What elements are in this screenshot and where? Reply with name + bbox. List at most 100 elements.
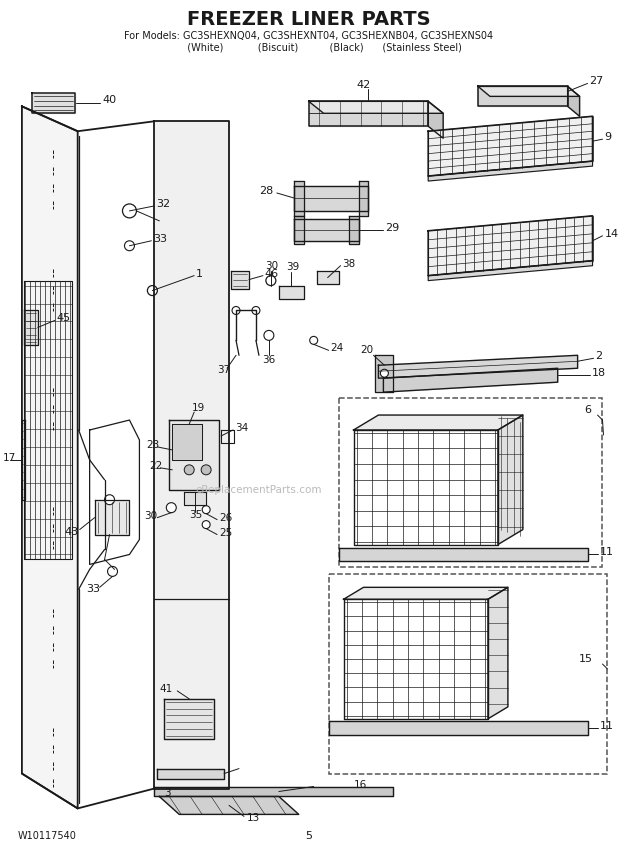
Text: 13: 13	[247, 813, 260, 823]
Polygon shape	[428, 261, 593, 281]
Circle shape	[125, 241, 135, 251]
Circle shape	[148, 286, 157, 295]
Text: 11: 11	[600, 721, 614, 731]
Text: FREEZER LINER PARTS: FREEZER LINER PARTS	[187, 10, 430, 29]
Text: 15: 15	[578, 654, 593, 664]
Circle shape	[202, 506, 210, 514]
Text: 35: 35	[189, 509, 203, 520]
Polygon shape	[169, 420, 219, 490]
Text: 27: 27	[590, 76, 604, 86]
Polygon shape	[24, 311, 38, 345]
Polygon shape	[478, 86, 568, 106]
Text: 14: 14	[604, 229, 619, 239]
Text: 34: 34	[235, 423, 248, 433]
Text: (White)           (Biscuit)          (Black)      (Stainless Steel): (White) (Biscuit) (Black) (Stainless Ste…	[156, 43, 462, 52]
Text: eReplacementParts.com: eReplacementParts.com	[196, 484, 322, 495]
Polygon shape	[154, 787, 393, 796]
Circle shape	[264, 330, 274, 341]
Text: 24: 24	[330, 343, 344, 354]
Polygon shape	[294, 186, 368, 211]
Circle shape	[184, 465, 194, 475]
Text: 19: 19	[192, 403, 205, 413]
Text: 1: 1	[196, 269, 203, 279]
Text: 11: 11	[600, 548, 614, 557]
Circle shape	[381, 369, 388, 377]
Polygon shape	[164, 698, 214, 739]
Text: For Models: GC3SHEXNQ04, GC3SHEXNT04, GC3SHEXNB04, GC3SHEXNS04: For Models: GC3SHEXNQ04, GC3SHEXNT04, GC…	[124, 31, 494, 40]
Text: 26: 26	[219, 513, 232, 523]
Text: W10117540: W10117540	[18, 831, 77, 841]
Polygon shape	[358, 181, 368, 216]
Text: 33: 33	[87, 585, 100, 594]
Text: 30: 30	[265, 261, 278, 270]
Text: 29: 29	[386, 223, 400, 233]
Text: 33: 33	[153, 234, 167, 244]
Polygon shape	[279, 286, 304, 299]
Circle shape	[123, 204, 136, 218]
Circle shape	[202, 520, 210, 529]
Circle shape	[107, 567, 118, 576]
Polygon shape	[154, 122, 229, 788]
Circle shape	[266, 276, 276, 286]
Circle shape	[201, 465, 211, 475]
Circle shape	[252, 306, 260, 314]
Text: 22: 22	[149, 461, 162, 471]
Text: 20: 20	[360, 345, 374, 355]
Text: 32: 32	[156, 199, 171, 209]
Polygon shape	[428, 101, 443, 138]
Text: 38: 38	[343, 259, 356, 269]
Circle shape	[166, 502, 176, 513]
Text: 43: 43	[64, 526, 79, 537]
Polygon shape	[428, 161, 593, 181]
Text: 42: 42	[356, 80, 371, 91]
Text: 37: 37	[217, 366, 231, 375]
Polygon shape	[317, 270, 339, 283]
Polygon shape	[294, 216, 304, 244]
Polygon shape	[172, 424, 202, 460]
Text: 9: 9	[604, 132, 611, 142]
Circle shape	[232, 306, 240, 314]
Polygon shape	[376, 355, 393, 392]
Polygon shape	[231, 270, 249, 288]
Polygon shape	[428, 216, 593, 276]
Polygon shape	[157, 769, 224, 779]
Polygon shape	[348, 216, 358, 244]
Polygon shape	[343, 587, 508, 599]
Polygon shape	[294, 219, 358, 241]
Text: 39: 39	[286, 262, 299, 271]
Text: 2: 2	[596, 351, 603, 361]
Polygon shape	[378, 355, 578, 378]
Text: 18: 18	[591, 368, 606, 378]
Polygon shape	[498, 415, 523, 544]
Polygon shape	[339, 548, 588, 562]
Bar	[339, 398, 603, 568]
Polygon shape	[568, 86, 580, 116]
Polygon shape	[32, 93, 74, 113]
Text: 41: 41	[159, 684, 172, 694]
Polygon shape	[488, 587, 508, 719]
Text: 30: 30	[144, 511, 157, 520]
Polygon shape	[159, 796, 299, 814]
Circle shape	[105, 495, 115, 505]
Circle shape	[310, 336, 317, 344]
Polygon shape	[478, 86, 580, 97]
Polygon shape	[428, 116, 593, 176]
Polygon shape	[294, 181, 304, 216]
Polygon shape	[95, 500, 130, 534]
Bar	[329, 574, 608, 774]
Text: 3: 3	[164, 788, 171, 799]
Polygon shape	[184, 491, 206, 505]
Polygon shape	[353, 415, 523, 430]
Text: 5: 5	[305, 831, 312, 841]
Polygon shape	[309, 101, 443, 113]
Text: 16: 16	[353, 780, 367, 789]
Text: 25: 25	[219, 527, 232, 538]
Text: 28: 28	[259, 186, 273, 196]
Text: 40: 40	[102, 95, 117, 105]
Polygon shape	[383, 368, 557, 392]
Polygon shape	[309, 101, 428, 126]
Text: 46: 46	[265, 269, 279, 279]
Text: 36: 36	[262, 355, 275, 366]
Text: 45: 45	[57, 313, 71, 324]
Text: 6: 6	[585, 405, 591, 415]
